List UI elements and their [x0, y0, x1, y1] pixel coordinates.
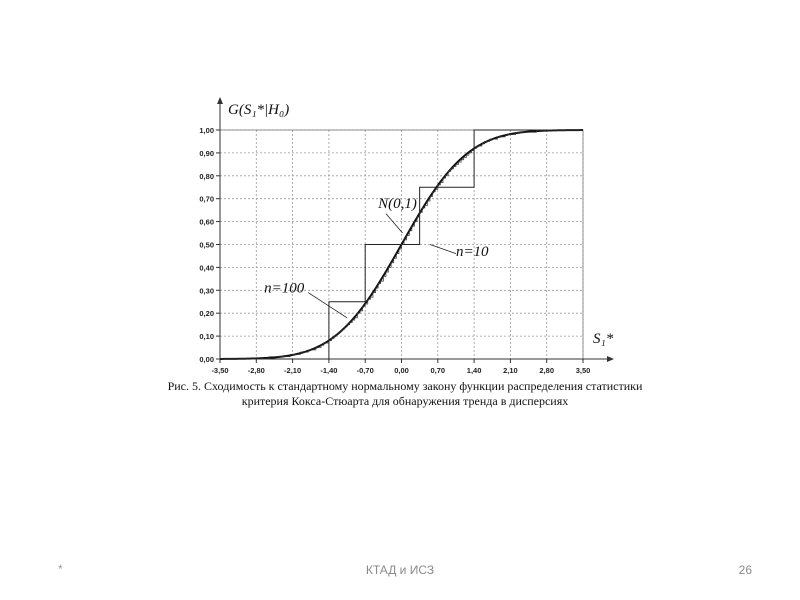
x-tick-label: -2,80	[248, 366, 265, 375]
axes	[216, 97, 614, 363]
y-tick-label: 0,50	[199, 241, 214, 250]
series-lines	[219, 129, 584, 360]
tick-labels: -3,50 -2,80 -2,10 -1,40 -0,70 0,00 0,70 1,40 2,1…	[199, 102, 613, 375]
y-tick-label: 0,20	[199, 309, 214, 318]
y-axis-arrow	[217, 97, 223, 104]
x-axis-label: S₁*	[593, 331, 614, 347]
y-tick-label: 0,60	[199, 218, 214, 227]
footer-title: КТАД и ИСЗ	[365, 563, 435, 577]
footer-asterisk: *	[58, 562, 63, 576]
annotation-leader	[307, 292, 348, 319]
y-tick-label: 0,10	[199, 332, 214, 341]
x-tick-label: -1,40	[320, 366, 337, 375]
annotation-label: n=10	[456, 244, 489, 260]
annotation-label: n=100	[264, 281, 305, 297]
x-tick-label: -2,10	[284, 366, 301, 375]
y-tick-label: 0,70	[199, 195, 214, 204]
y-tick-label: 0,30	[199, 286, 214, 295]
y-axis-label: G(S₁*|H₀)	[228, 102, 289, 118]
page-number: 26	[738, 563, 752, 577]
x-tick-label: 0,00	[394, 366, 409, 375]
x-tick-label: 1,40	[467, 366, 482, 375]
x-tick-label: 3,50	[576, 366, 591, 375]
annotation-leader	[429, 244, 457, 255]
y-tick-label: 1,00	[199, 126, 214, 135]
grid-lines	[219, 129, 584, 360]
x-tick-label: -3,50	[211, 366, 228, 375]
annotation-label: N(0,1)	[377, 196, 417, 212]
annotations: N(0,1) n=10 n=100	[264, 196, 489, 319]
x-tick-label: 0,70	[430, 366, 445, 375]
series-step-n100	[220, 129, 583, 360]
y-tick-label: 0,80	[199, 172, 214, 181]
y-tick-label: 0,00	[199, 355, 214, 364]
figure-caption-line-2: критерия Кокса-Стюарта для обнаружения т…	[241, 394, 569, 408]
x-axis-arrow	[607, 356, 614, 362]
figure-caption-line-1: Рис. 5. Сходимость к стандартному нормал…	[167, 379, 643, 393]
series-step-n10	[220, 129, 583, 360]
x-tick-label: 2,80	[539, 366, 554, 375]
y-tick-label: 0,40	[199, 263, 214, 272]
annotation-leader	[385, 213, 403, 234]
x-tick-label: 2,10	[503, 366, 518, 375]
x-tick-label: -0,70	[357, 366, 374, 375]
y-tick-label: 0,90	[199, 149, 214, 158]
